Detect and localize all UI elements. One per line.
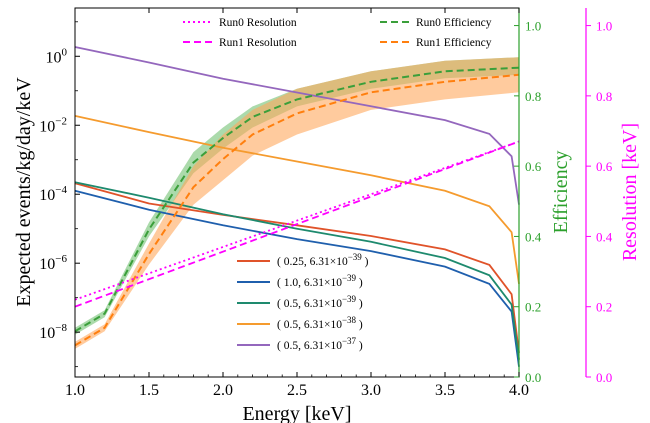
resolution-line-run0 [74,140,520,301]
efficiency-band-run1 [75,57,519,349]
efficiency-tick-label: 1.0 [525,19,541,34]
signal-legend-label-5: ( 0.5, 6.31×10−37 ) [277,336,363,352]
x-tick-label: 3.0 [361,382,381,399]
legend-label-4: Run1 Efficiency [416,37,492,49]
y-tick-label: 100 [46,46,68,66]
signal-curve-4 [74,115,520,285]
signal-legend-label-4: ( 0.5, 6.31×10−38 ) [277,315,363,331]
resolution-tick-label: 1.0 [596,19,612,34]
y-tick-label: 10−8 [39,322,67,342]
x-axis-ticks: 1.0 1.5 2.0 2.5 3.0 3.5 4.0 [65,8,529,399]
efficiency-axis-label: Efficiency [550,151,572,234]
resolution-axis-ticks: 0.0 0.2 0.4 0.6 0.8 1.0 [586,19,613,385]
efficiency-bands [75,57,519,349]
x-tick-label: 1.5 [139,382,159,399]
x-tick-label: 3.5 [435,382,455,399]
resolution-tick-label: 0.0 [596,370,612,385]
x-tick-label: 2.0 [213,382,233,399]
signal-legend-label-3: ( 0.5, 6.31×10−39 ) [277,294,363,310]
signal-curve-5 [74,46,520,205]
signal-curve-2 [74,189,520,367]
x-axis-label: Energy [keV] [242,403,351,423]
x-tick-label: 1.0 [65,382,85,399]
left-y-axis-ticks: 100 10−2 10−4 10−6 10−8 [39,21,80,368]
signal-curve-1 [74,182,520,354]
efficiency-tick-label: 0.8 [525,89,541,104]
signal-legend-label-1: ( 0.25, 6.31×10−39 ) [277,252,369,268]
efficiency-tick-label: 0.2 [525,300,541,315]
x-tick-label: 4.0 [509,382,529,399]
legend-signals: ( 0.25, 6.31×10−39 ) ( 1.0, 6.31×10−39 ) (… [237,252,369,352]
legend-label-1: Run0 Resolution [219,17,297,29]
signal-curves [74,46,520,367]
efficiency-tick-label: 0.6 [525,159,542,174]
resolution-lines [74,140,520,308]
legend-label-3: Run0 Efficiency [416,17,492,29]
legend-label-2: Run1 Resolution [219,37,297,49]
resolution-tick-label: 0.2 [596,300,612,315]
resolution-tick-label: 0.4 [596,229,613,244]
efficiency-tick-label: 0.0 [525,370,541,385]
efficiency-curve-run0 [74,66,520,333]
resolution-tick-label: 0.6 [596,159,613,174]
efficiency-axis-ticks: 0.0 0.2 0.4 0.6 0.8 1.0 [514,19,542,385]
y-tick-label: 10−2 [39,115,67,135]
efficiency-curves [74,66,520,347]
resolution-axis-label: Resolution [keV] [619,123,641,261]
y-tick-label: 10−4 [39,184,67,204]
resolution-line-run1 [74,140,520,308]
legend-top: Run0 Resolution Run1 Resolution Run0 Effic… [183,17,492,49]
efficiency-tick-label: 0.4 [525,229,542,244]
left-y-axis-label: Expected events/kg/day/keV [13,77,35,307]
y-tick-label: 10−6 [39,253,67,273]
x-tick-label: 2.5 [287,382,307,399]
efficiency-curve-run1 [74,73,520,347]
signal-curve-3 [74,181,520,360]
signal-legend-label-2: ( 1.0, 6.31×10−39 ) [277,273,363,289]
resolution-tick-label: 0.8 [596,89,612,104]
